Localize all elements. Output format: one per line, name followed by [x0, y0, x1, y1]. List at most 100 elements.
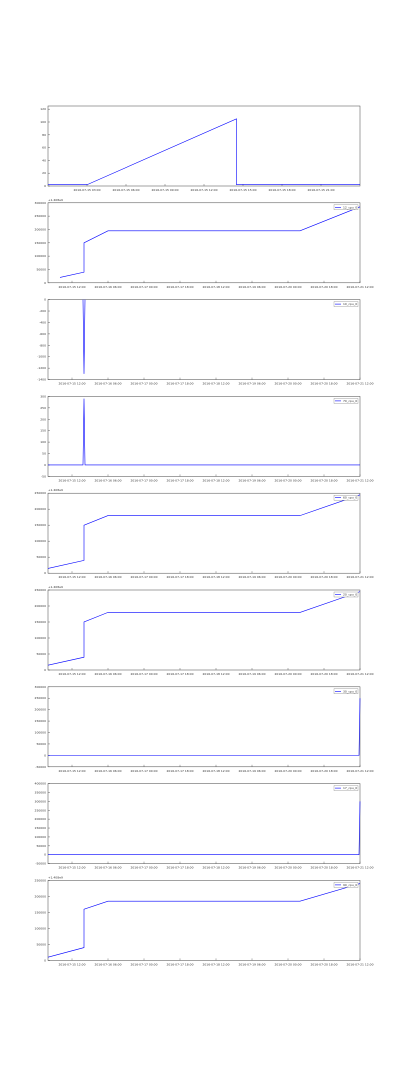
y-tick-label: 150000 — [35, 620, 47, 624]
legend-label: 20_cpu_0 — [343, 593, 357, 597]
x-tick-label: 2016-07-18 12:00 — [202, 382, 229, 386]
x-tick-label: 2016-07-20 18:00 — [310, 285, 337, 289]
x-tick-label: 2016-07-21 12:00 — [346, 285, 373, 289]
x-tick-label: 2016-07-15 12:00 — [58, 285, 85, 289]
plot-frame — [47, 105, 361, 187]
x-tick-label: 2016-07-15 12:00 — [190, 188, 217, 192]
y-tick-label: 150000 — [35, 523, 47, 527]
y-tick-label: 150000 — [35, 719, 47, 723]
plot-frame — [47, 686, 361, 768]
x-tick-label: 2016-07-20 00:00 — [274, 478, 301, 482]
y-tick-label: 100000 — [35, 636, 47, 640]
y-tick-label: 200000 — [35, 817, 47, 821]
legend-label: 70_cpu_0 — [343, 399, 357, 403]
y-tick-label: 0 — [44, 184, 46, 188]
y-tick-label: 300000 — [35, 799, 47, 803]
y-tick-label: 200000 — [35, 894, 47, 898]
y-tick-label: 0 — [44, 853, 46, 857]
y-tick-label: 50000 — [36, 267, 46, 271]
y-tick-label: 200000 — [35, 227, 47, 231]
x-tick-label: 2016-07-17 00:00 — [130, 478, 157, 482]
y-tick-label: -1400 — [37, 378, 46, 382]
x-tick-label: 2016-07-16 06:00 — [94, 478, 121, 482]
data-line — [47, 591, 361, 666]
data-line — [48, 698, 361, 756]
y-tick-label: -400 — [39, 320, 46, 324]
x-tick-label: 2016-07-16 06:00 — [94, 769, 121, 773]
y-tick-label: 100000 — [35, 254, 47, 258]
y-tick-label: 200000 — [35, 708, 47, 712]
offset-label: +1.408e9 — [48, 875, 63, 879]
x-tick-label: 2016-07-21 12:00 — [346, 962, 373, 966]
y-tick-label: 100000 — [35, 539, 47, 543]
x-tick-label: 2016-07-20 00:00 — [274, 769, 301, 773]
y-tick-label: 0 — [44, 463, 46, 467]
x-tick-label: 2016-07-15 09:00 — [151, 188, 178, 192]
x-tick-label: 2016-07-20 18:00 — [310, 962, 337, 966]
plot-frame — [47, 492, 361, 574]
x-tick-label: 2016-07-21 12:00 — [346, 769, 373, 773]
x-tick-label: 2016-07-20 00:00 — [274, 866, 301, 870]
x-tick-label: 2016-07-15 03:00 — [73, 188, 100, 192]
x-tick-label: 2016-07-17 00:00 — [130, 672, 157, 676]
y-tick-label: 250 — [40, 406, 46, 410]
x-tick-label: 2016-07-17 18:00 — [166, 382, 193, 386]
x-tick-label: 2016-07-17 18:00 — [166, 478, 193, 482]
x-tick-label: 2016-07-19 06:00 — [238, 285, 265, 289]
x-tick-label: 2016-07-21 12:00 — [346, 575, 373, 579]
plot-frame — [47, 299, 361, 380]
data-line — [82, 299, 86, 374]
legend-label: 10_cpu_0 — [343, 302, 357, 306]
x-tick-label: 2016-07-17 18:00 — [166, 672, 193, 676]
x-tick-label: 2016-07-19 06:00 — [238, 478, 265, 482]
x-tick-label: 2016-07-18 12:00 — [202, 769, 229, 773]
legend-label: 90_cpu_0 — [343, 883, 357, 887]
x-tick-label: 2016-07-20 00:00 — [274, 672, 301, 676]
offset-label: +1.408e9 — [48, 198, 63, 202]
y-tick-label: 150 — [40, 429, 46, 433]
x-tick-label: 2016-07-16 06:00 — [94, 672, 121, 676]
x-tick-label: 2016-07-15 12:00 — [58, 866, 85, 870]
x-tick-label: 2016-07-20 00:00 — [274, 575, 301, 579]
y-tick-label: 0 — [44, 298, 46, 302]
legend-box — [333, 882, 359, 888]
x-tick-label: 2016-07-17 00:00 — [130, 866, 157, 870]
x-tick-label: 2016-07-17 00:00 — [130, 285, 157, 289]
x-tick-label: 2016-07-20 18:00 — [310, 672, 337, 676]
data-line — [59, 206, 361, 278]
y-tick-label: -1000 — [37, 355, 46, 359]
x-tick-label: 2016-07-15 12:00 — [58, 962, 85, 966]
y-tick-label: 0 — [44, 753, 46, 757]
y-tick-label: 250000 — [35, 696, 47, 700]
x-tick-label: 2016-07-19 06:00 — [238, 769, 265, 773]
x-tick-label: 2016-07-15 06:00 — [112, 188, 139, 192]
y-tick-label: 250000 — [35, 588, 47, 592]
y-tick-label: 60 — [42, 146, 46, 150]
x-tick-label: 2016-07-18 12:00 — [202, 478, 229, 482]
y-tick-label: -200 — [39, 309, 46, 313]
y-tick-label: 250000 — [35, 878, 47, 882]
data-line — [47, 883, 361, 958]
legend-box — [333, 785, 359, 791]
x-tick-label: 2016-07-15 21:00 — [307, 188, 334, 192]
x-tick-label: 2016-07-17 18:00 — [166, 769, 193, 773]
x-tick-label: 2016-07-15 12:00 — [58, 382, 85, 386]
x-tick-label: 2016-07-20 18:00 — [310, 769, 337, 773]
x-tick-label: 2016-07-16 06:00 — [94, 285, 121, 289]
x-tick-label: 2016-07-15 12:00 — [58, 769, 85, 773]
x-tick-label: 2016-07-20 18:00 — [310, 866, 337, 870]
y-tick-label: 200 — [40, 417, 46, 421]
x-tick-label: 2016-07-19 06:00 — [238, 866, 265, 870]
y-tick-label: 0 — [44, 571, 46, 575]
y-tick-label: 120 — [40, 107, 46, 111]
x-tick-label: 2016-07-16 06:00 — [94, 382, 121, 386]
x-tick-label: 2016-07-21 12:00 — [346, 672, 373, 676]
x-tick-label: 2016-07-15 12:00 — [58, 478, 85, 482]
offset-label: +1.408e9 — [48, 585, 63, 589]
legend-box — [333, 398, 359, 404]
y-tick-label: 100 — [40, 440, 46, 444]
x-tick-label: 2016-07-18 12:00 — [202, 672, 229, 676]
y-tick-label: 300000 — [35, 685, 47, 689]
x-tick-label: 2016-07-20 00:00 — [274, 285, 301, 289]
y-tick-label: -600 — [39, 332, 46, 336]
